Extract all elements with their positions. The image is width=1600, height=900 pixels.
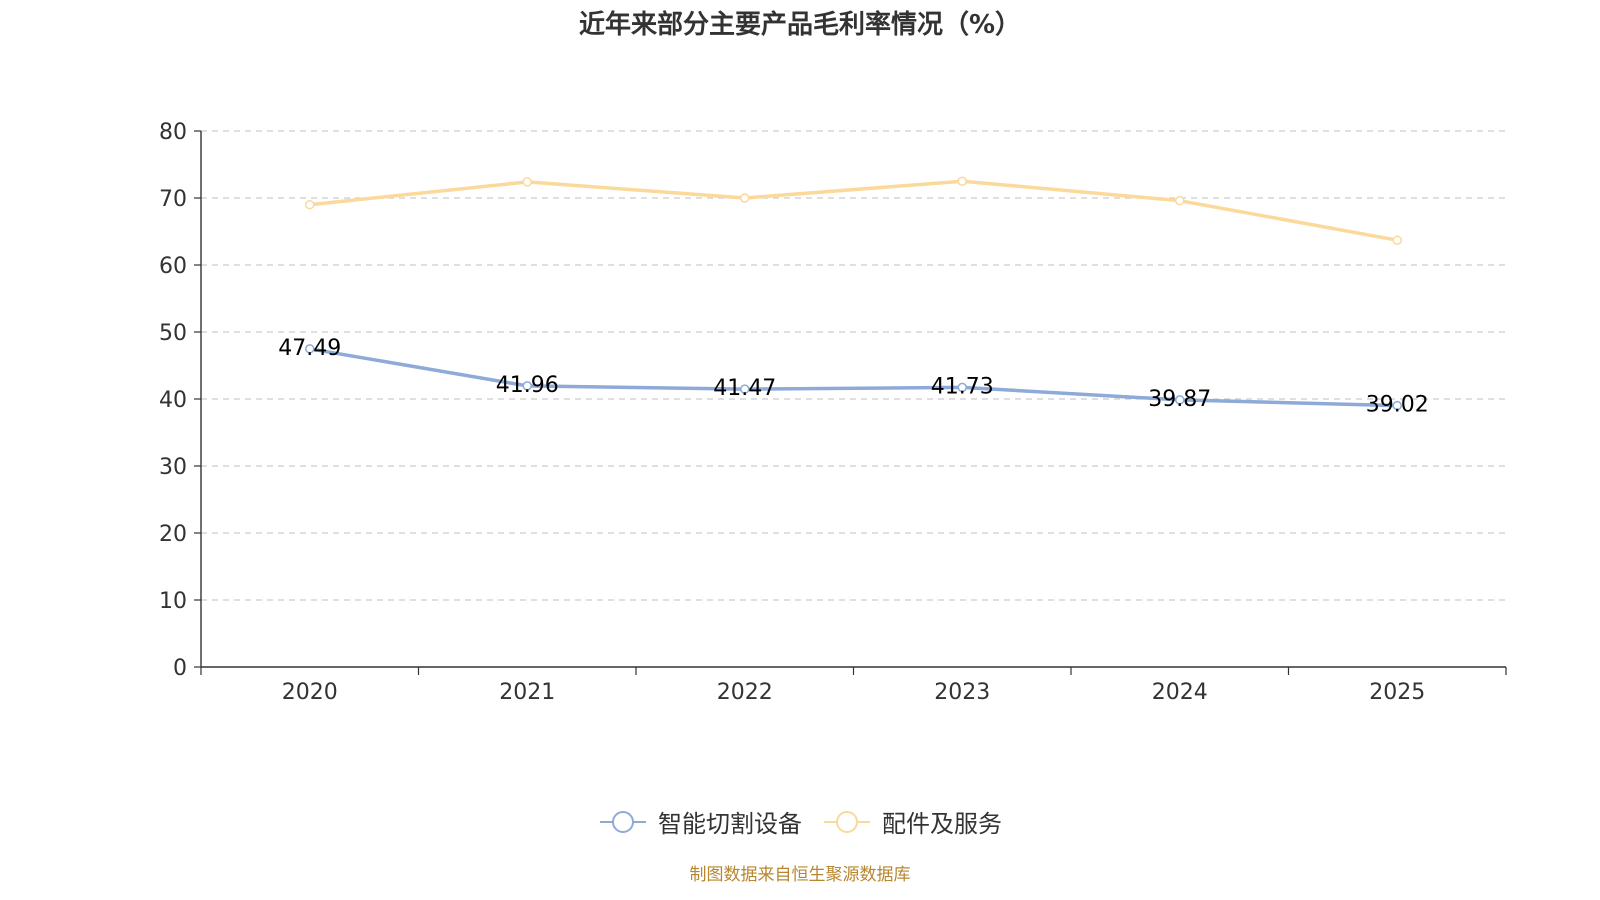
legend-label-smart-cutting: 智能切割设备 [658, 810, 802, 838]
series-0-point-2022 [740, 384, 750, 394]
axes: 0 10 20 30 40 50 60 70 80 2020 2021 2022 2023 2024 202… [159, 120, 1507, 705]
series-1-point-2020 [305, 199, 315, 210]
y-tick-label-50: 50 [159, 321, 187, 346]
legend-label-parts-service: 配件及服务 [882, 810, 1002, 838]
grid-lines [201, 130, 1506, 601]
x-tick-label-2022: 2022 [717, 680, 773, 705]
series-1-point-2022 [740, 193, 750, 203]
legend-item-parts-service[interactable]: 配件及服务 [822, 804, 1002, 839]
series-1-point-2024 [1175, 195, 1185, 206]
x-tick-label-2023: 2023 [934, 680, 990, 705]
x-tick-label-2024: 2024 [1152, 680, 1208, 705]
y-tick-label-0: 0 [173, 656, 187, 681]
series-0-point-2023 [957, 382, 967, 393]
y-tick-label-60: 60 [159, 254, 187, 279]
chart-title: 近年来部分主要产品毛利率情况（%） [578, 10, 1022, 40]
data-label-0-2024: 39.87 [1148, 387, 1211, 412]
series-0-point-2025 [1392, 400, 1402, 411]
y-tick-label-70: 70 [159, 187, 187, 212]
legend: 智能切割设备 配件及服务 [0, 804, 1600, 839]
series-1-point-2025 [1392, 235, 1402, 245]
series-0-point-2020 [305, 344, 315, 354]
data-label-0-2021: 41.96 [496, 373, 559, 398]
x-tick-label-2025: 2025 [1369, 680, 1425, 705]
series-line-1 [309, 179, 1398, 242]
x-tick-label-2021: 2021 [499, 680, 555, 705]
y-tick-label-80: 80 [159, 120, 187, 145]
legend-item-smart-cutting[interactable]: 智能切割设备 [598, 804, 802, 839]
series-1-point-2021 [522, 177, 532, 187]
y-tick-label-30: 30 [159, 455, 187, 480]
data-label-0-2020: 47.49 [278, 336, 341, 361]
source-note: 制图数据来自恒生聚源数据库 [689, 865, 911, 885]
data-label-0-2022: 41.47 [713, 376, 776, 401]
y-tick-label-10: 10 [159, 589, 187, 614]
data-label-0-2025: 39.02 [1366, 393, 1429, 418]
legend-marker-smart-cutting [600, 810, 646, 833]
y-tick-label-20: 20 [159, 522, 187, 547]
series-1-point-2023 [957, 176, 967, 186]
data-labels: 47.49 41.96 41.47 41.73 39.87 39.02 [278, 336, 1428, 418]
series-line-0 [309, 347, 1398, 408]
series-0-point-2021 [522, 381, 532, 391]
x-tick-label-2020: 2020 [282, 680, 338, 705]
data-label-0-2023: 41.73 [931, 374, 994, 399]
series-0-point-2024 [1175, 395, 1185, 405]
y-tick-label-40: 40 [159, 388, 187, 413]
legend-marker-parts-service [824, 810, 870, 833]
series-lines [305, 176, 1402, 411]
